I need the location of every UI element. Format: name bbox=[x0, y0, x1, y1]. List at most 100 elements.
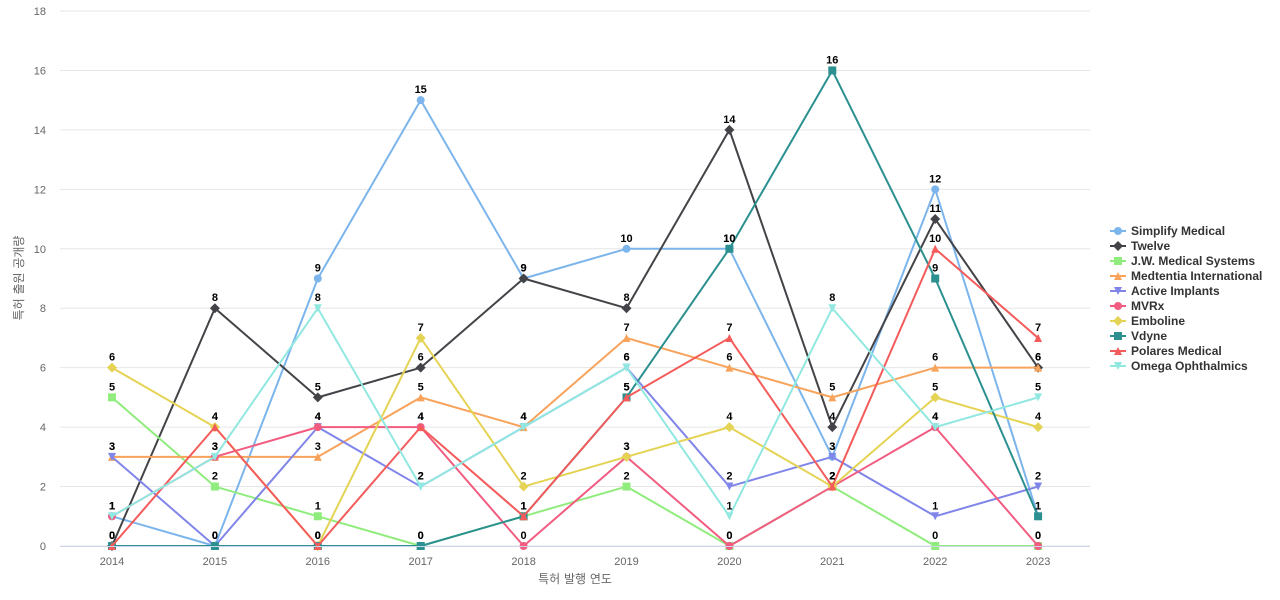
data-point[interactable] bbox=[725, 512, 734, 521]
data-point[interactable] bbox=[107, 362, 117, 373]
series-9[interactable] bbox=[108, 304, 1043, 521]
series-line[interactable] bbox=[111, 336, 1040, 547]
data-label: 16 bbox=[826, 54, 838, 66]
legend-item[interactable]: J.W. Medical Systems bbox=[1110, 254, 1255, 268]
data-point[interactable] bbox=[828, 304, 837, 313]
data-label: 1 bbox=[109, 500, 115, 512]
data-label: 0 bbox=[212, 530, 218, 542]
data-label: 1 bbox=[932, 500, 938, 512]
data-point[interactable] bbox=[313, 304, 322, 313]
data-point[interactable] bbox=[210, 452, 219, 461]
legend-item[interactable]: Medtentia International bbox=[1110, 269, 1262, 283]
legend-item[interactable]: Twelve bbox=[1110, 239, 1170, 253]
data-label: 4 bbox=[212, 411, 219, 423]
data-point[interactable] bbox=[724, 124, 735, 135]
data-point[interactable] bbox=[622, 393, 631, 402]
data-point[interactable] bbox=[210, 482, 219, 491]
data-label: 4 bbox=[418, 411, 425, 423]
data-point[interactable] bbox=[931, 363, 940, 372]
series-line[interactable] bbox=[111, 128, 1040, 547]
data-point[interactable] bbox=[724, 422, 735, 433]
data-point[interactable] bbox=[312, 392, 323, 403]
data-label: 4 bbox=[418, 411, 425, 423]
data-point[interactable] bbox=[622, 333, 631, 342]
data-point[interactable] bbox=[519, 512, 528, 521]
series-line[interactable] bbox=[111, 426, 1040, 547]
data-point[interactable] bbox=[416, 96, 425, 105]
data-label: 6 bbox=[418, 352, 424, 364]
data-point[interactable] bbox=[108, 452, 116, 461]
series-1[interactable] bbox=[107, 124, 1044, 551]
data-point[interactable] bbox=[621, 303, 632, 314]
data-point[interactable] bbox=[725, 333, 734, 342]
x-tick-label: 2018 bbox=[511, 556, 535, 568]
data-point[interactable] bbox=[931, 423, 940, 432]
data-point[interactable] bbox=[108, 393, 116, 402]
data-point[interactable] bbox=[621, 451, 632, 462]
legend-item[interactable]: Emboline bbox=[1110, 314, 1185, 328]
data-point[interactable] bbox=[415, 362, 426, 373]
legend-item[interactable]: Active Implants bbox=[1110, 284, 1220, 298]
series-line[interactable] bbox=[111, 307, 1040, 518]
data-point[interactable] bbox=[828, 452, 837, 461]
x-tick-label: 2023 bbox=[1026, 556, 1050, 568]
data-label: 4 bbox=[932, 411, 939, 423]
data-point[interactable] bbox=[930, 392, 941, 403]
data-point[interactable] bbox=[519, 423, 528, 432]
series-line[interactable] bbox=[111, 99, 1040, 547]
x-tick-label: 2015 bbox=[203, 556, 227, 568]
data-point[interactable] bbox=[622, 244, 631, 253]
data-point[interactable] bbox=[416, 393, 425, 402]
legend-item[interactable]: Vdyne bbox=[1110, 329, 1167, 343]
legend-item[interactable]: Omega Ophthalmics bbox=[1110, 359, 1248, 373]
data-point[interactable] bbox=[416, 423, 425, 432]
legend-marker bbox=[1114, 347, 1122, 355]
x-tick-label: 2022 bbox=[923, 556, 947, 568]
data-point[interactable] bbox=[1034, 363, 1043, 372]
data-point[interactable] bbox=[725, 482, 734, 491]
data-label: 10 bbox=[723, 233, 735, 245]
data-point[interactable] bbox=[725, 244, 734, 253]
data-point[interactable] bbox=[313, 274, 322, 283]
data-label: 3 bbox=[109, 441, 115, 453]
legend-marker bbox=[1113, 241, 1123, 251]
data-point[interactable] bbox=[1034, 482, 1043, 491]
data-point[interactable] bbox=[518, 481, 529, 492]
data-point[interactable] bbox=[416, 482, 425, 491]
data-point[interactable] bbox=[108, 512, 116, 521]
data-label: 5 bbox=[623, 381, 629, 393]
data-point[interactable] bbox=[931, 512, 940, 521]
data-label: 5 bbox=[932, 381, 938, 393]
data-point[interactable] bbox=[622, 363, 631, 372]
data-point[interactable] bbox=[930, 214, 941, 225]
legend-item[interactable]: Simplify Medical bbox=[1110, 224, 1225, 238]
legend-item[interactable]: Polares Medical bbox=[1110, 344, 1222, 358]
data-point[interactable] bbox=[931, 274, 940, 283]
legend-item[interactable]: MVRx bbox=[1110, 299, 1165, 313]
series-6[interactable] bbox=[107, 332, 1044, 551]
data-point[interactable] bbox=[827, 422, 838, 433]
data-point[interactable] bbox=[828, 482, 837, 491]
data-point[interactable] bbox=[725, 363, 734, 372]
data-point[interactable] bbox=[931, 185, 940, 194]
series-line[interactable] bbox=[111, 336, 1040, 458]
data-point[interactable] bbox=[828, 393, 837, 402]
data-point[interactable] bbox=[1034, 393, 1043, 402]
data-point[interactable] bbox=[622, 482, 631, 491]
data-point[interactable] bbox=[313, 512, 322, 521]
data-point[interactable] bbox=[1034, 333, 1043, 342]
data-point[interactable] bbox=[931, 244, 940, 253]
data-point[interactable] bbox=[415, 332, 426, 343]
data-point[interactable] bbox=[1034, 512, 1043, 521]
data-point[interactable] bbox=[1033, 422, 1044, 433]
data-point[interactable] bbox=[313, 423, 322, 432]
data-point[interactable] bbox=[313, 452, 322, 461]
data-point[interactable] bbox=[209, 303, 220, 314]
data-label: 0 bbox=[418, 530, 424, 542]
data-label: 0 bbox=[212, 530, 218, 542]
data-point[interactable] bbox=[828, 66, 837, 75]
data-point[interactable] bbox=[210, 423, 219, 432]
data-point[interactable] bbox=[518, 273, 529, 284]
data-label: 9 bbox=[521, 263, 527, 275]
